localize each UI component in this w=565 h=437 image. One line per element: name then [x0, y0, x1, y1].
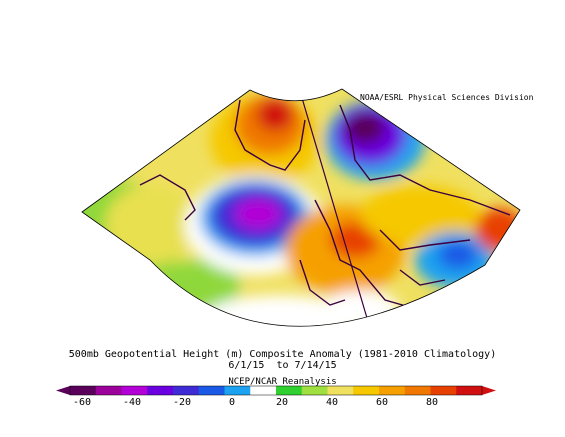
colorbar-swatch [276, 386, 303, 395]
coastlines [139, 99, 511, 311]
data-source: NCEP/NCAR Reanalysis [228, 377, 337, 387]
colorbar-tick: -60 [72, 397, 92, 408]
prime-meridian [301, 97, 373, 327]
colorbar-swatch [173, 386, 200, 395]
date-range: 6/1/15 to 7/14/15 [228, 360, 337, 371]
colorbar-swatch [198, 386, 225, 395]
colorbar-swatch [70, 386, 97, 395]
colorbar-tick: -40 [122, 397, 142, 408]
colorbar-swatch [95, 386, 122, 395]
map-title: 500mb Geopotential Height (m) Composite … [68, 349, 497, 360]
colorbar-tick: 20 [275, 397, 289, 408]
colorbar [56, 385, 496, 396]
colorbar-swatch [327, 386, 354, 395]
colorbar-swatch [379, 386, 406, 395]
colorbar-swatch [301, 386, 328, 395]
colorbar-tick: 0 [228, 397, 236, 408]
colorbar-tick: 60 [375, 397, 389, 408]
colorbar-right-cap [482, 386, 496, 395]
colorbar-tick: -20 [172, 397, 192, 408]
colorbar-swatch [147, 386, 174, 395]
credit-text: NOAA/ESRL Physical Sciences Division [360, 93, 534, 102]
colorbar-tick: 40 [325, 397, 339, 408]
colorbar-swatch [121, 386, 148, 395]
colorbar-outline [69, 385, 483, 396]
colorbar-left-cap [56, 386, 70, 395]
colorbar-tick: 80 [425, 397, 439, 408]
colorbar-swatch [456, 386, 483, 395]
colorbar-swatch [404, 386, 431, 395]
map-boundary [81, 88, 521, 327]
colorbar-swatch [430, 386, 457, 395]
colorbar-swatch [353, 386, 380, 395]
colorbar-swatch [250, 386, 277, 395]
colorbar-swatch [224, 386, 251, 395]
